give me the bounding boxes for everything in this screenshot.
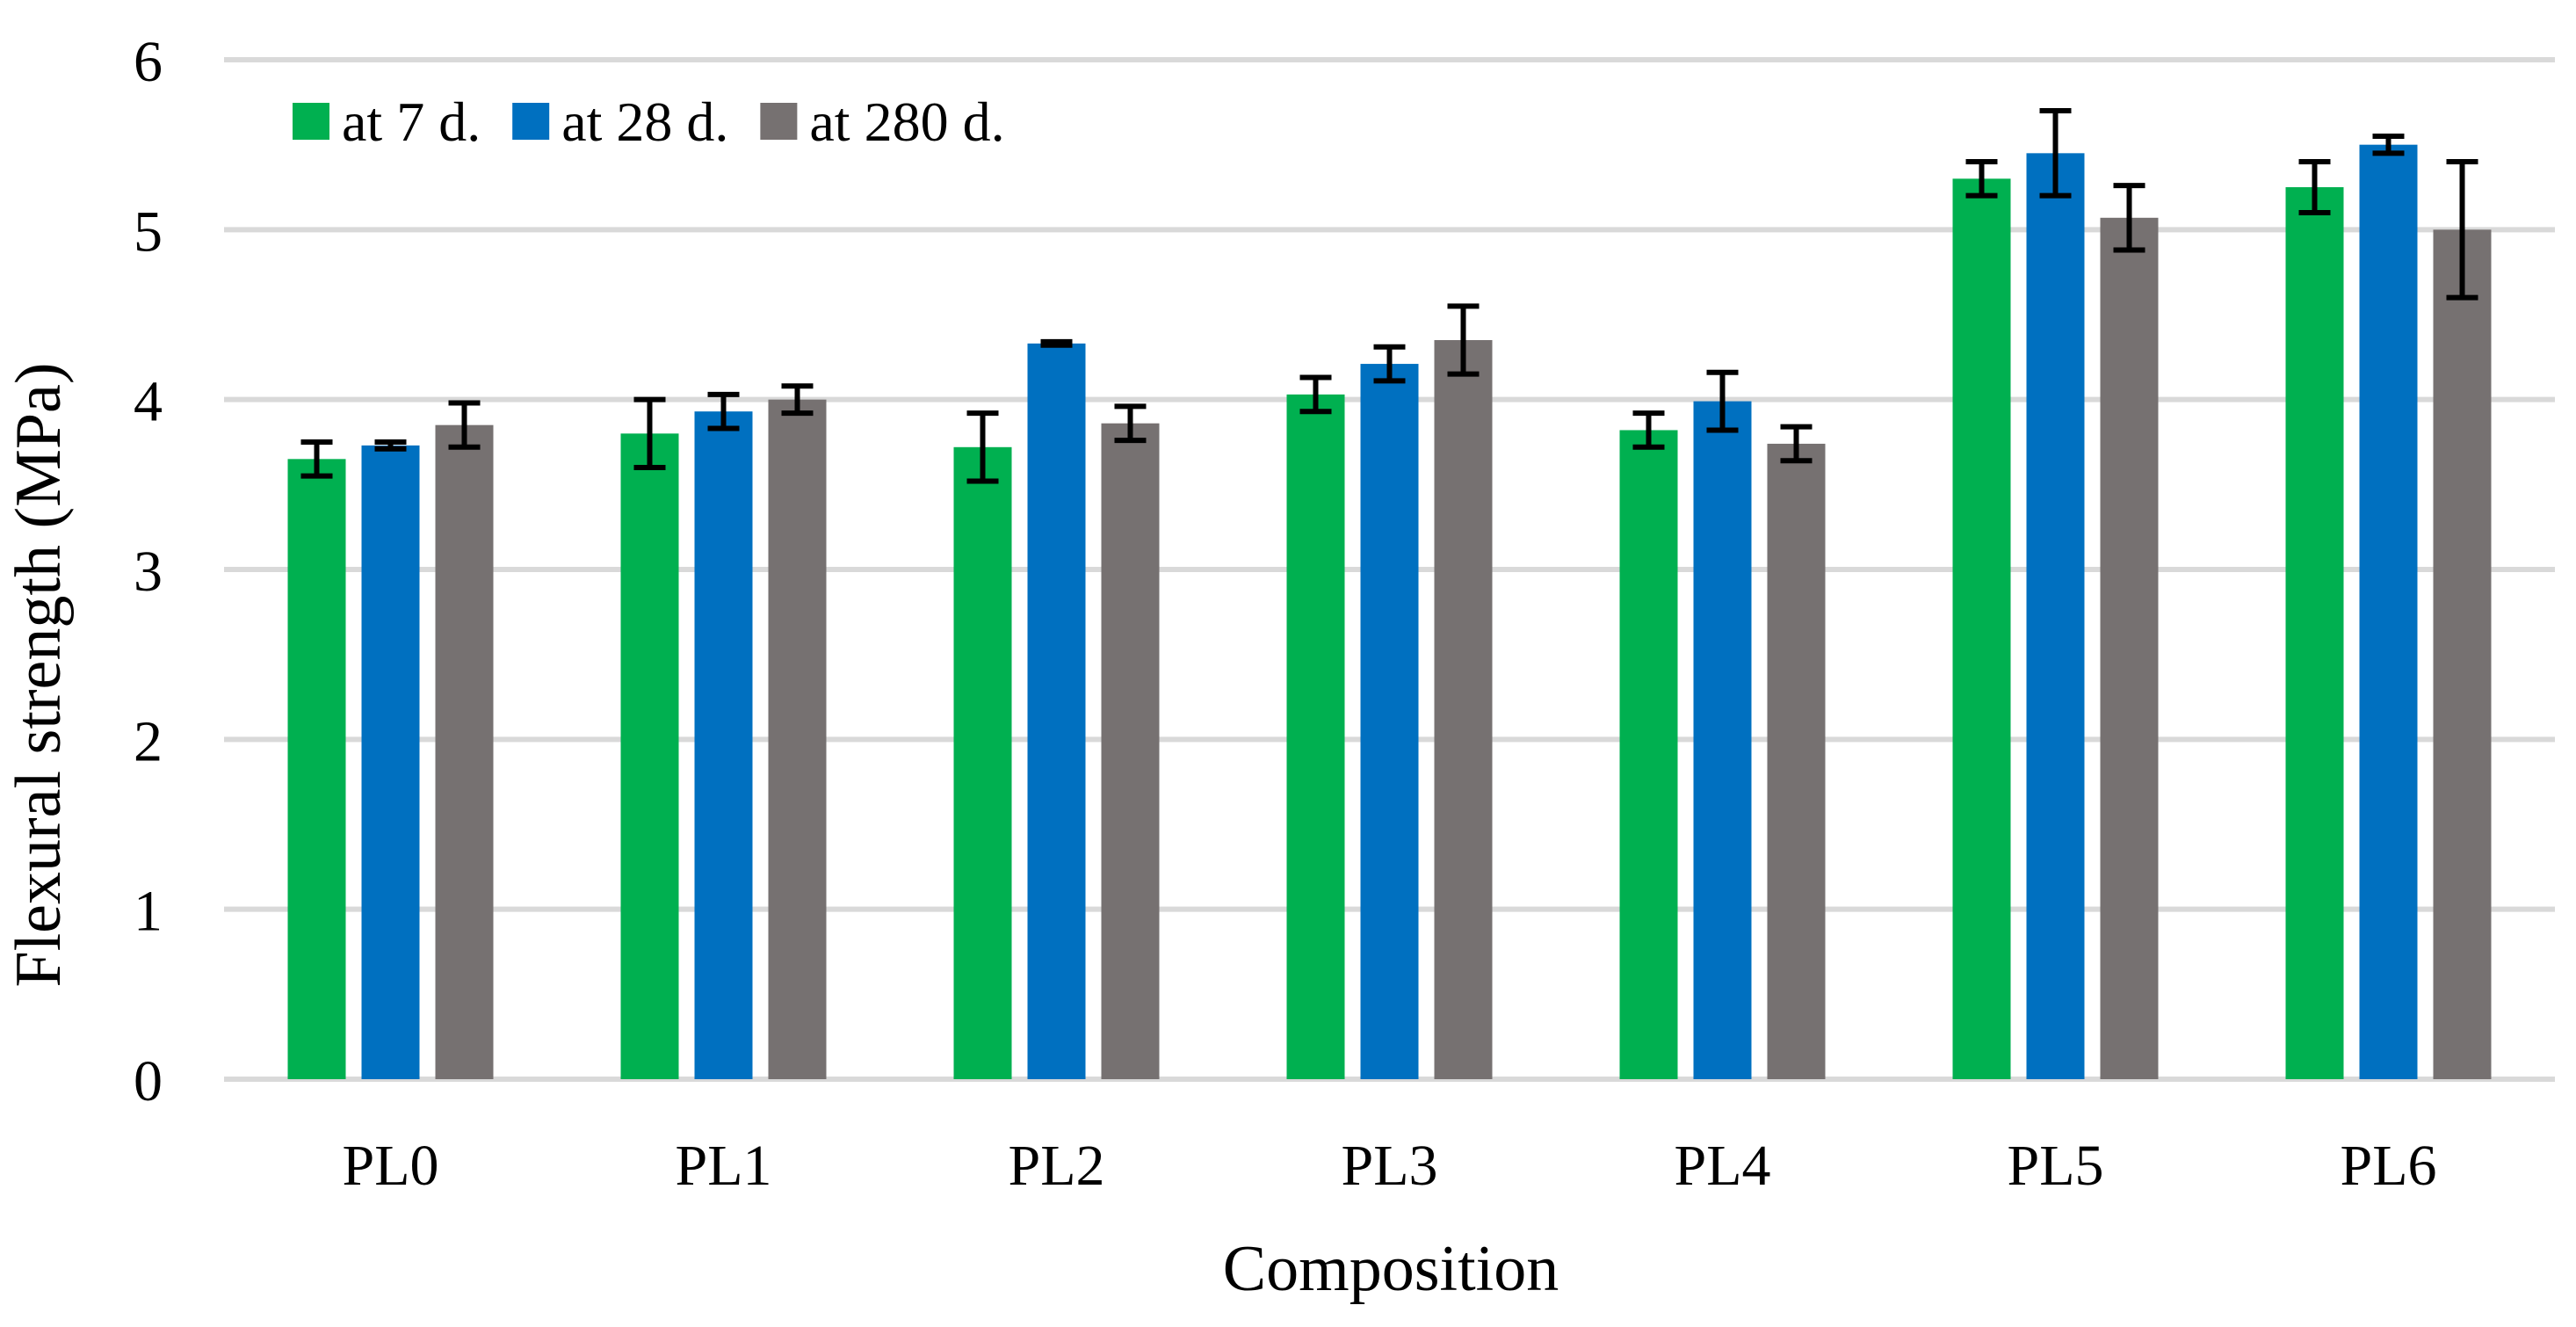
bar-pl0-series-1 (287, 459, 346, 1079)
error-bar (2039, 108, 2072, 199)
bar-pl1-series-1 (620, 433, 679, 1079)
bar-pl6-series-1 (2285, 187, 2344, 1079)
y-axis-ticks: 0 1 2 3 4 5 6 (134, 30, 163, 1113)
error-bar (1965, 159, 1998, 199)
legend-label: at 7 d. (342, 91, 481, 153)
error-bar (1114, 403, 1147, 444)
bar-pl2-series-3 (1101, 423, 1160, 1079)
legend-swatch (293, 103, 329, 140)
error-bar (1780, 424, 1813, 464)
legend-item: at 28 d. (512, 91, 728, 153)
bar-pl1-series-2 (694, 411, 753, 1079)
x-tick-label: PL3 (1341, 1134, 1437, 1198)
legend-item: at 7 d. (293, 91, 481, 153)
x-tick-label: PL1 (675, 1134, 771, 1198)
x-tick-label: PL2 (1008, 1134, 1104, 1198)
legend-item: at 280 d. (760, 91, 1005, 153)
bar-pl5-series-1 (1952, 178, 2011, 1079)
error-bar (1706, 369, 1739, 433)
x-tick-label: PL0 (342, 1134, 438, 1198)
y-tick-label: 0 (134, 1049, 163, 1113)
x-axis-label: Composition (1223, 1233, 1559, 1305)
error-bar (633, 396, 666, 470)
legend-swatch (512, 103, 550, 140)
bar-pl2-series-1 (953, 446, 1012, 1079)
error-bar (1632, 410, 1665, 450)
x-tick-label: PL5 (2007, 1134, 2103, 1198)
legend-swatch (760, 103, 798, 140)
x-tick-label: PL6 (2340, 1134, 2436, 1198)
x-tick-label: PL4 (1674, 1134, 1770, 1198)
bars (287, 144, 2492, 1080)
error-bar (1040, 338, 1073, 348)
y-tick-label: 5 (134, 199, 163, 264)
error-bar (374, 439, 407, 452)
legend: at 7 d. at 28 d. at 280 d. (293, 91, 1005, 153)
bar-pl3-series-3 (1434, 340, 1493, 1079)
bar-pl6-series-3 (2433, 229, 2492, 1079)
bar-pl4-series-2 (1693, 401, 1752, 1080)
bar-pl6-series-2 (2359, 144, 2418, 1080)
error-bar (781, 383, 814, 417)
bar-pl5-series-3 (2100, 217, 2159, 1080)
bar-pl4-series-3 (1767, 443, 1826, 1079)
error-bar (707, 391, 740, 431)
bar-pl1-series-3 (768, 399, 827, 1080)
bar-pl0-series-2 (361, 445, 420, 1079)
error-bar (2446, 159, 2478, 301)
error-bar (2372, 134, 2405, 156)
y-tick-label: 1 (134, 880, 163, 944)
bar-pl3-series-2 (1360, 364, 1419, 1080)
error-bar (300, 439, 333, 479)
error-bar (1447, 303, 1480, 377)
y-tick-label: 6 (134, 30, 163, 94)
y-tick-label: 3 (134, 540, 163, 604)
bar-pl3-series-1 (1286, 394, 1345, 1079)
error-bar (2113, 183, 2145, 253)
legend-label: at 28 d. (561, 91, 728, 153)
legend-label: at 280 d. (809, 91, 1004, 153)
y-tick-label: 4 (134, 370, 163, 434)
error-bar (1373, 344, 1406, 384)
bar-pl0-series-3 (435, 424, 494, 1080)
y-tick-label: 2 (134, 709, 163, 773)
bar-pl4-series-1 (1619, 430, 1678, 1079)
bar-pl5-series-2 (2026, 153, 2085, 1079)
bar-pl2-series-2 (1027, 343, 1086, 1079)
x-axis-ticks: PL0 PL1 PL2 PL3 PL4 PL5 PL6 (342, 1134, 2436, 1198)
y-axis-label: Flexural strength (MPa) (3, 362, 75, 987)
error-bar (2298, 159, 2331, 215)
error-bars (300, 108, 2478, 484)
error-bar (448, 400, 481, 450)
error-bar (966, 410, 999, 484)
error-bar (1299, 374, 1332, 415)
